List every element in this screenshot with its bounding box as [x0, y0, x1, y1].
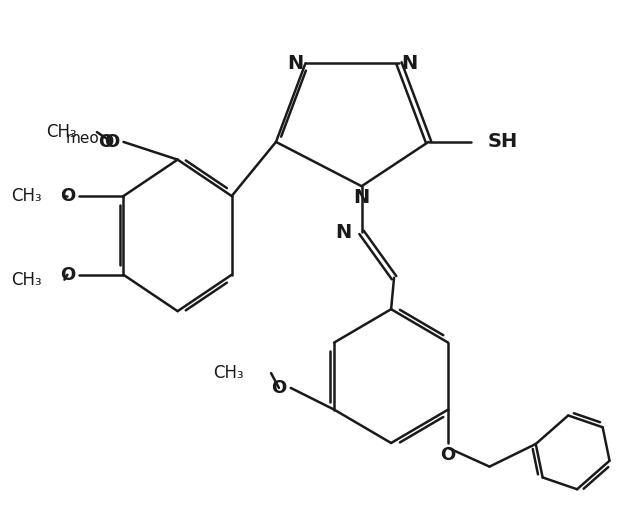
Text: CH₃: CH₃	[11, 187, 42, 205]
Text: O: O	[60, 266, 75, 284]
Text: CH₃: CH₃	[11, 271, 42, 289]
Text: CH₃: CH₃	[47, 123, 77, 141]
Text: N: N	[401, 53, 417, 73]
Text: CH₃: CH₃	[213, 364, 243, 382]
Text: O: O	[440, 446, 456, 464]
Text: N: N	[353, 188, 370, 207]
Text: O: O	[60, 187, 75, 205]
Text: O: O	[104, 133, 119, 151]
Text: meo: meo	[65, 131, 99, 146]
Text: O: O	[271, 379, 287, 397]
Text: N: N	[287, 53, 303, 73]
Text: O: O	[99, 133, 114, 151]
Text: N: N	[335, 223, 352, 242]
Text: SH: SH	[488, 132, 518, 152]
